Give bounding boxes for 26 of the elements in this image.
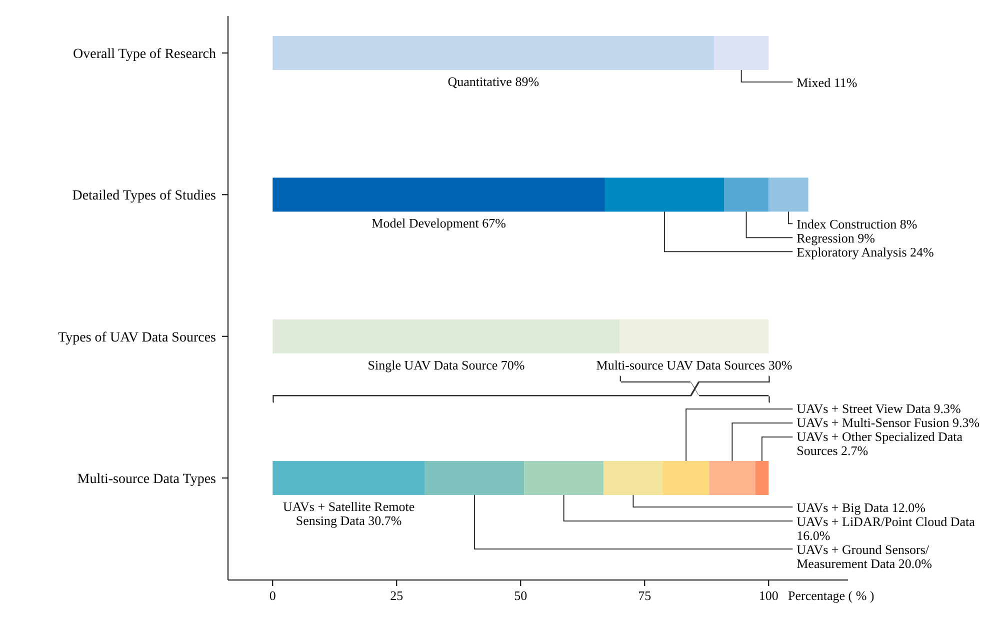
text: Single UAV Data Source 70% xyxy=(368,357,525,372)
text: Multi-source UAV Data Sources 30% xyxy=(596,357,792,372)
y-tick-label: Multi-source Data Types xyxy=(77,472,216,487)
text: UAVs + Street View Data 9.3% xyxy=(796,401,961,416)
text: UAVs + Other Specialized Data Sources 2.7% xyxy=(796,429,963,458)
x-tick-label: 75 xyxy=(638,588,652,603)
y-tick-label: Detailed Types of Studies xyxy=(72,188,216,204)
text: UAVs + Multi-Sensor Fusion 9.3% xyxy=(796,415,980,430)
text: Exploratory Analysis 24% xyxy=(796,244,934,260)
text: UAVs + LiDAR/Point Cloud Data xyxy=(796,514,978,529)
x-tick-label: 50 xyxy=(514,588,528,603)
data-label: 16.0% xyxy=(796,528,830,543)
x-tick-label: 25 xyxy=(390,588,404,603)
text: Index Construction 8% xyxy=(796,216,918,232)
text: UAVs + Satellite Remote Sensing Data 30.7% xyxy=(282,499,415,528)
x-axis-title: Percentage ( % ) xyxy=(788,588,874,603)
x-tick-label: 0 xyxy=(269,588,276,603)
text: Mixed 11% xyxy=(796,75,858,90)
text: UAVs + Ground Sensors/ Measurement Data 20.0% xyxy=(796,542,932,571)
text: UAVs + Big Data 12.0% xyxy=(796,500,926,515)
y-tick-label: Overall Type of Research xyxy=(73,47,216,62)
text: Regression 9% xyxy=(796,230,875,246)
x-tick-label: 100 xyxy=(758,588,778,603)
text: Model Development 67% xyxy=(372,216,506,231)
text: Quantitative 89% xyxy=(448,74,540,89)
y-tick-label: Types of UAV Data Sources xyxy=(58,330,216,346)
